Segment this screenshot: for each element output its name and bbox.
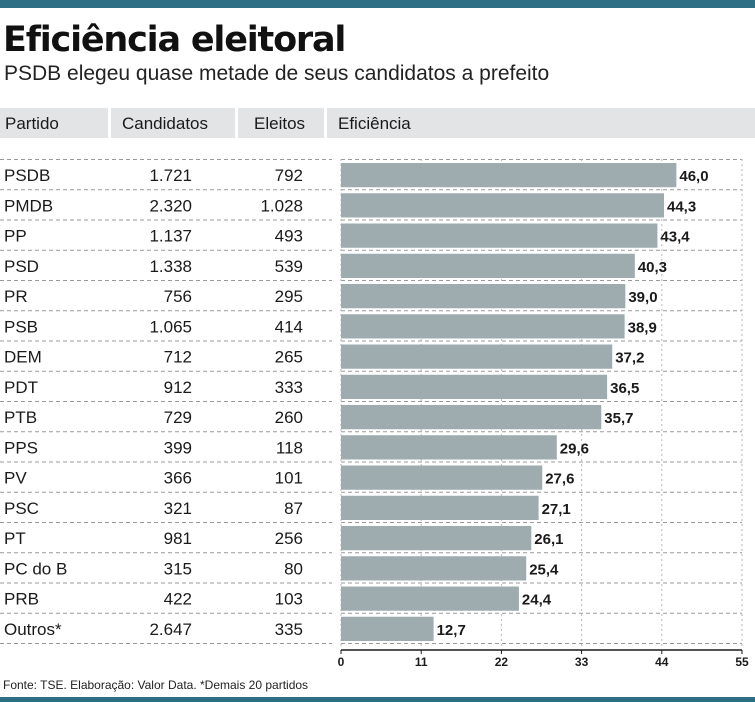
cell-partido: PSC	[4, 499, 39, 518]
bar	[341, 616, 434, 641]
efficiency-bar-chart: PSDB 1.721 792 46,0 PMDB 2.320 1.028 44,3 PP 1.13…	[0, 159, 749, 669]
cell-partido: PRB	[4, 590, 39, 609]
bar	[341, 526, 532, 551]
header-eleitos: Eleitos	[238, 108, 324, 138]
x-tick-label: 22	[495, 655, 509, 669]
cell-eleitos: 493	[275, 227, 303, 246]
cell-eleitos: 101	[275, 469, 303, 488]
cell-partido: Outros*	[4, 620, 62, 639]
bar-value-label: 37,2	[615, 350, 644, 367]
bar	[341, 314, 625, 339]
bar-value-label: 12,7	[437, 622, 466, 639]
cell-eleitos: 295	[275, 287, 303, 306]
header-eficiencia: Eficiência	[327, 108, 755, 138]
bar-value-label: 25,4	[529, 561, 559, 578]
bar-value-label: 36,5	[610, 380, 639, 397]
cell-partido: PV	[4, 469, 27, 488]
cell-candidatos: 315	[164, 559, 192, 578]
bar-value-label: 24,4	[522, 592, 552, 609]
source-footnote: Fonte: TSE. Elaboração: Valor Data. *Dem…	[3, 678, 309, 692]
cell-eleitos: 539	[275, 257, 303, 276]
cell-candidatos: 2.647	[149, 620, 192, 639]
cell-candidatos: 729	[164, 408, 192, 427]
cell-eleitos: 80	[284, 559, 303, 578]
cell-eleitos: 260	[275, 408, 303, 427]
cell-partido: DEM	[4, 348, 42, 367]
cell-eleitos: 103	[275, 590, 303, 609]
cell-candidatos: 1.137	[149, 227, 192, 246]
bar	[341, 163, 677, 188]
cell-candidatos: 2.320	[149, 196, 192, 215]
x-tick-label: 11	[415, 655, 428, 669]
cell-candidatos: 366	[164, 469, 192, 488]
cell-eleitos: 118	[276, 438, 303, 457]
bar	[341, 374, 608, 399]
cell-candidatos: 1.065	[149, 317, 192, 336]
cell-candidatos: 912	[164, 378, 192, 397]
cell-partido: PPS	[4, 438, 38, 457]
bar-value-label: 43,4	[660, 229, 690, 246]
bar-value-label: 46,0	[679, 168, 708, 185]
cell-candidatos: 422	[164, 590, 192, 609]
cell-partido: PDT	[4, 378, 38, 397]
chart-title: Eficiência eleitoral	[3, 20, 346, 60]
bar-value-label: 27,1	[542, 501, 571, 518]
cell-eleitos: 414	[275, 317, 303, 336]
bar	[341, 586, 519, 611]
bar	[341, 556, 527, 581]
table-header: Partido Candidatos Eleitos Eficiência	[0, 108, 755, 138]
cell-partido: PC do B	[4, 559, 67, 578]
bar	[341, 193, 664, 218]
x-tick-label: 0	[338, 655, 345, 669]
cell-candidatos: 321	[164, 499, 192, 518]
chart-subtitle: PSDB elegeu quase metade de seus candida…	[4, 62, 550, 85]
cell-eleitos: 333	[275, 378, 303, 397]
cell-candidatos: 756	[164, 287, 192, 306]
bar-value-label: 26,1	[534, 531, 563, 548]
x-tick-label: 55	[735, 655, 749, 669]
bar	[341, 344, 613, 369]
cell-candidatos: 981	[164, 529, 192, 548]
bar	[341, 435, 557, 460]
bar	[341, 253, 635, 278]
cell-partido: PR	[4, 287, 28, 306]
bar-value-label: 38,9	[628, 319, 657, 336]
cell-eleitos: 265	[275, 348, 303, 367]
cell-partido: PP	[4, 227, 27, 246]
cell-partido: PMDB	[4, 196, 53, 215]
bottom-accent-bar	[0, 697, 755, 702]
header-partido: Partido	[0, 108, 108, 138]
cell-partido: PSD	[4, 257, 39, 276]
top-accent-bar	[0, 0, 755, 8]
cell-partido: PSB	[4, 317, 38, 336]
bar-value-label: 40,3	[638, 259, 667, 276]
header-candidatos: Candidatos	[111, 108, 235, 138]
bar	[341, 465, 543, 490]
cell-candidatos: 399	[164, 438, 192, 457]
cell-eleitos: 335	[275, 620, 303, 639]
cell-candidatos: 1.721	[149, 166, 192, 185]
cell-eleitos: 256	[275, 529, 303, 548]
cell-eleitos: 87	[284, 499, 303, 518]
x-tick-label: 33	[575, 655, 589, 669]
bar	[341, 284, 626, 309]
bar-value-label: 44,3	[667, 198, 696, 215]
bar	[341, 405, 602, 430]
cell-partido: PSDB	[4, 166, 50, 185]
bar-value-label: 29,6	[560, 440, 589, 457]
cell-partido: PTB	[4, 408, 37, 427]
cell-eleitos: 792	[275, 166, 303, 185]
bar-value-label: 39,0	[628, 289, 657, 306]
bar-value-label: 35,7	[604, 410, 633, 427]
bar-value-label: 27,6	[545, 471, 574, 488]
bar	[341, 495, 539, 520]
bar	[341, 223, 658, 248]
cell-partido: PT	[4, 529, 26, 548]
cell-candidatos: 712	[164, 348, 192, 367]
x-tick-label: 44	[655, 655, 669, 669]
cell-candidatos: 1.338	[149, 257, 192, 276]
cell-eleitos: 1.028	[260, 196, 303, 215]
